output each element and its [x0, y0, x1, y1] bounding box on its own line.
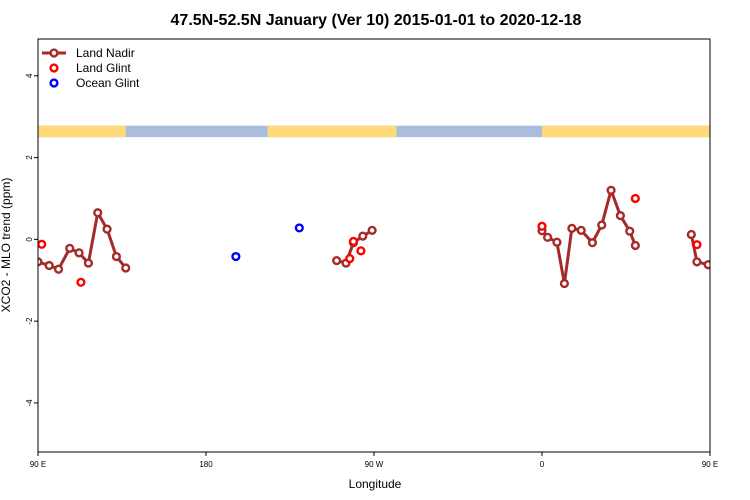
data-point: [231, 251, 241, 262]
x-axis: 90 E 180 90 W 0 90 E: [30, 452, 718, 469]
data-point: [356, 246, 366, 256]
land-band-segment-2: [542, 125, 710, 138]
x-tick-label: 180: [199, 460, 213, 469]
data-point: [537, 221, 547, 231]
data-point: [345, 253, 355, 264]
plot-frame: [37, 38, 711, 453]
data-point: [111, 251, 122, 262]
data-point: [733, 249, 740, 256]
series-land-glint: [38, 193, 740, 287]
data-point: [76, 277, 86, 287]
data-point: [542, 232, 553, 242]
land-ocean-band: [38, 125, 710, 138]
data-point: [630, 193, 640, 204]
data-point: [121, 263, 131, 273]
legend-marker: [49, 78, 59, 88]
data-point: [625, 226, 635, 236]
data-point: [83, 258, 94, 268]
data-point: [93, 208, 103, 218]
x-tick-label: 90 E: [702, 460, 718, 469]
data-point: [53, 264, 64, 274]
data-point: [630, 240, 640, 251]
data-point: [38, 257, 43, 267]
data-point: [44, 260, 54, 271]
series-line: [540, 188, 637, 286]
series-land-nadir: [38, 185, 749, 289]
x-tick-label: 90 W: [365, 460, 384, 469]
data-point: [587, 238, 598, 248]
y-axis-label: XCO2 - MLO trend (ppm): [0, 178, 13, 313]
data-point: [74, 248, 84, 258]
legend-entry: Ocean Glint: [76, 76, 140, 90]
data-point: [102, 224, 112, 234]
x-axis-label: Longitude: [349, 477, 402, 491]
series-line: [38, 211, 127, 271]
data-point: [686, 229, 696, 240]
data-point: [358, 231, 368, 241]
legend-marker: [49, 63, 59, 73]
legend-entry: Land Glint: [76, 61, 131, 75]
data-point: [714, 266, 721, 273]
data-point: [552, 237, 562, 247]
data-point: [567, 223, 577, 233]
data-point: [576, 225, 586, 235]
data-point: [742, 260, 749, 267]
land-band-segment-0: [38, 125, 126, 138]
data-point: [559, 278, 570, 289]
data-point: [606, 185, 616, 195]
data-point: [367, 225, 377, 235]
data-point: [597, 220, 607, 230]
y-axis: -4 -2 0 2 4: [25, 73, 38, 406]
legend-entry: Land Nadir: [76, 46, 135, 60]
data-point: [723, 245, 730, 252]
land-band-segment-1: [267, 125, 397, 138]
y-tick-label: 4: [25, 73, 34, 78]
legend-marker: [49, 48, 59, 58]
data-point: [692, 257, 702, 267]
x-tick-label: 90 E: [30, 460, 46, 469]
x-tick-label: 0: [540, 460, 545, 469]
data-point: [733, 279, 740, 286]
chart-title: 47.5N-52.5N January (Ver 10) 2015-01-01 …: [171, 12, 582, 29]
y-tick-label: -2: [25, 317, 34, 325]
data-point: [615, 211, 626, 221]
data-point: [703, 260, 710, 270]
data-point: [348, 236, 359, 247]
y-tick-label: 0: [25, 237, 34, 242]
series-ocean-glint: [231, 223, 304, 262]
y-tick-label: -4: [25, 399, 34, 407]
data-point: [38, 239, 47, 249]
data-point: [332, 256, 342, 266]
data-point: [692, 240, 702, 250]
series-layer: [38, 185, 749, 289]
data-point: [65, 243, 75, 253]
y-tick-label: 2: [25, 155, 34, 160]
data-point: [294, 223, 304, 233]
